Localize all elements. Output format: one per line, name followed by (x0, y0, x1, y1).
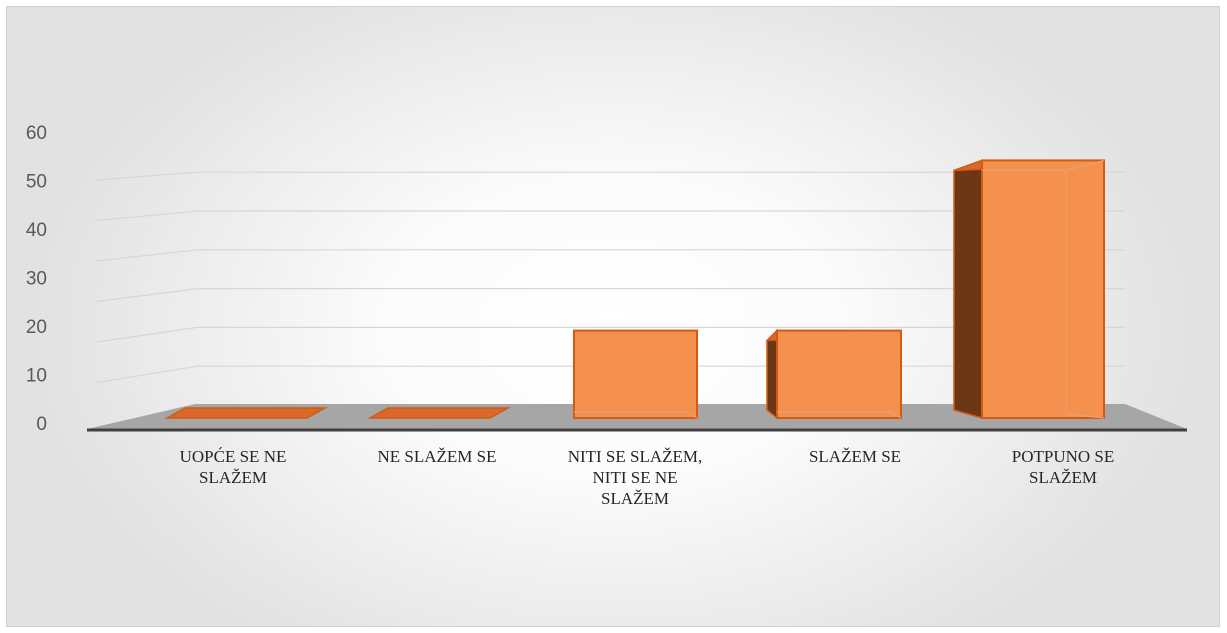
bar (953, 159, 1105, 419)
bar-flat (367, 407, 511, 419)
bar-inner-edge (574, 411, 698, 419)
bar-front-face (573, 329, 698, 420)
x-category-label: NE SLAŽEM SE (352, 446, 522, 467)
gridline (96, 288, 1125, 303)
y-tick-label: 10 (26, 366, 47, 387)
chart-area: 0 10 20 30 40 50 60 UOPĆE SE NE SLAŽEM NE SLAŽEM… (6, 6, 1220, 627)
bar (164, 407, 328, 419)
x-category-label-line: NITI SE SLAŽEM, (567, 447, 703, 466)
y-axis-ticks: 0 10 20 30 40 50 60 (26, 123, 47, 435)
x-category-label-line: SLAŽEM (199, 468, 267, 487)
gridline (96, 326, 1125, 343)
x-category-label: UOPĆE SE NE SLAŽEM (148, 446, 318, 488)
x-category-label-line: SLAŽEM (601, 489, 669, 508)
bar (367, 407, 511, 419)
bar-front-face (981, 159, 1105, 419)
x-category-label: SLAŽEM SE (770, 446, 940, 467)
bar-inner-edge (982, 169, 1105, 419)
bar-side-face (766, 328, 778, 420)
bar-flat (164, 407, 328, 419)
x-category-label-line: NE SLAŽEM SE (377, 447, 497, 466)
x-category-label-line: NITI SE NE (592, 468, 678, 487)
gridline (96, 171, 1125, 181)
bar-front-face (776, 329, 902, 420)
y-tick-label: 30 (26, 269, 47, 290)
x-category-label: POTPUNO SE SLAŽEM (978, 446, 1148, 488)
y-tick-label: 50 (26, 172, 47, 193)
bar-side-face (953, 159, 983, 419)
x-category-label-line: POTPUNO SE (1011, 447, 1115, 466)
bars (164, 159, 1105, 420)
bar-inner-edge (777, 411, 902, 419)
y-tick-label: 20 (26, 317, 47, 338)
gridline (96, 210, 1125, 222)
bar-chart-3d: 0 10 20 30 40 50 60 (26, 123, 1187, 435)
x-category-label-line: SLAŽEM (1029, 468, 1097, 487)
gridline (96, 249, 1125, 262)
y-tick-label: 40 (26, 220, 47, 241)
y-tick-label: 0 (36, 414, 47, 435)
bar (573, 329, 699, 420)
bar (765, 328, 902, 420)
y-tick-label: 60 (26, 123, 47, 144)
x-category-label-line: UOPĆE SE NE (179, 447, 287, 466)
x-category-label: NITI SE SLAŽEM, NITI SE NE SLAŽEM (550, 446, 720, 509)
bar-inner-edge (1065, 159, 1105, 171)
x-category-label-line: SLAŽEM SE (808, 447, 902, 466)
